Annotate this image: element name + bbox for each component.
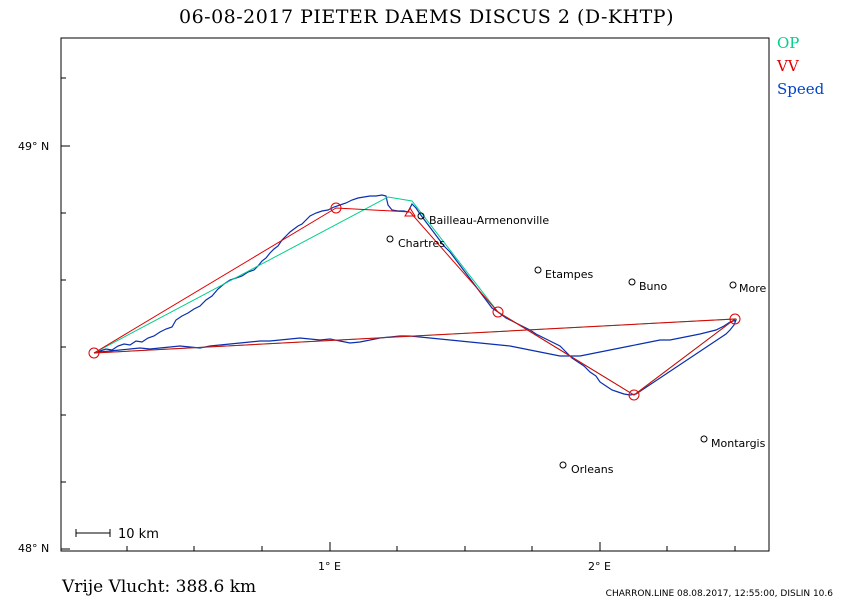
place-label: Bailleau-Armenonville xyxy=(429,214,549,227)
plot-frame xyxy=(60,37,770,552)
turnpoint-4 xyxy=(729,313,741,325)
place-marker xyxy=(559,461,567,469)
x-label-2e: 2° E xyxy=(588,560,611,573)
op-line xyxy=(93,196,737,396)
place-marker xyxy=(386,235,394,243)
legend-op: OP xyxy=(777,34,800,52)
scale-bar: 10 km xyxy=(75,527,159,542)
turnpoint-2 xyxy=(492,306,504,318)
legend-vv: VV xyxy=(777,57,799,75)
place-label: Orleans xyxy=(571,463,614,476)
turnpoint-triangle xyxy=(404,207,416,217)
x-label-1e: 1° E xyxy=(318,560,341,573)
place-marker xyxy=(729,281,737,289)
chart-title: 06-08-2017 PIETER DAEMS DISCUS 2 (D-KHTP… xyxy=(178,6,674,28)
turnpoint-3 xyxy=(628,389,640,401)
y-label-48n: 48° N xyxy=(18,542,50,555)
turnpoint-start xyxy=(88,347,100,359)
x-ticks xyxy=(126,542,736,551)
place-marker xyxy=(534,266,542,274)
place-label: Buno xyxy=(639,280,667,293)
vv-line xyxy=(93,207,737,396)
legend-speed: Speed xyxy=(777,80,825,98)
distance-label: Vrije Vlucht: 388.6 km xyxy=(62,577,257,597)
place-marker xyxy=(700,435,708,443)
y-label-49n: 49° N xyxy=(18,140,50,153)
place-label: Chartres xyxy=(398,237,445,250)
turnpoints xyxy=(88,202,741,401)
place-label: Etampes xyxy=(545,268,593,281)
place-label: More xyxy=(739,282,767,295)
y-ticks xyxy=(61,77,70,550)
turnpoint-1 xyxy=(330,202,342,214)
scale-bar-label: 10 km xyxy=(118,527,159,542)
places: Bailleau-Armenonville Chartres Etampes B… xyxy=(386,212,767,476)
place-label: Montargis xyxy=(711,437,766,450)
place-marker xyxy=(628,278,636,286)
footer-info: CHARRON.LINE 08.08.2017, 12:55:00, DISLI… xyxy=(605,589,833,599)
place-marker xyxy=(417,212,425,220)
